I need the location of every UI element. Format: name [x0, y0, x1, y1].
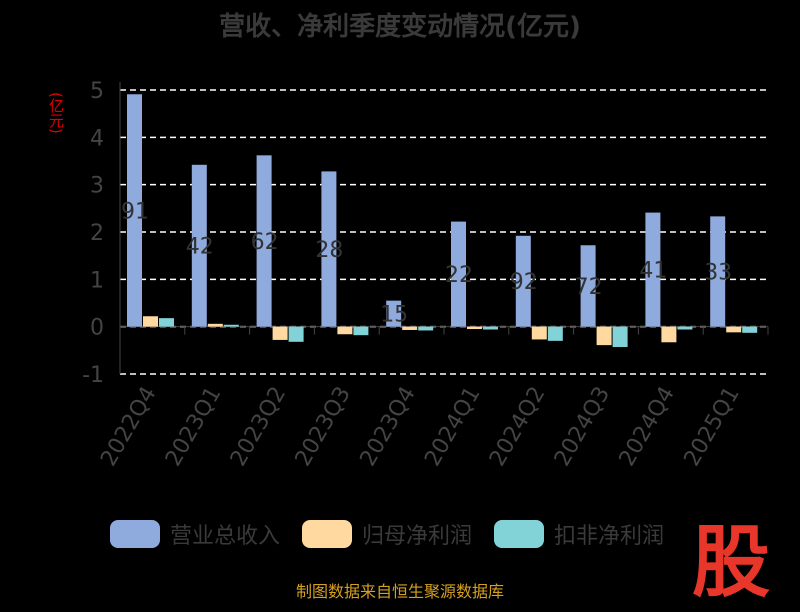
- bar-revenue: [191, 164, 207, 327]
- bar-net-profit: [726, 326, 742, 333]
- bar-revenue: [645, 212, 661, 327]
- legend-swatch-net-profit: [302, 520, 353, 548]
- y-tick-label: 2: [90, 221, 104, 246]
- y-tick-label: 3: [90, 174, 104, 199]
- bar-deducted-profit: [742, 326, 758, 333]
- bar-revenue: [451, 221, 466, 327]
- x-tick-label: 2024Q4: [615, 383, 680, 471]
- bar-revenue: [386, 300, 402, 327]
- data-source: 制图数据来自恒生聚源数据库: [295, 582, 504, 601]
- x-tick-label: 2024Q1: [420, 383, 485, 471]
- bar-net-profit: [143, 316, 158, 327]
- bar-deducted-profit: [223, 324, 239, 327]
- bar-deducted-profit: [288, 326, 304, 342]
- bar-net-profit: [596, 326, 612, 346]
- x-tick-label: 2022Q4: [96, 383, 161, 471]
- legend-swatch-deducted-profit: [494, 520, 545, 548]
- bar-deducted-profit: [418, 326, 434, 331]
- bar-deducted-profit: [547, 326, 563, 341]
- y-tick-label: -1: [82, 363, 104, 388]
- data-label: 28: [315, 238, 343, 263]
- data-label: 33: [704, 261, 732, 286]
- x-tick-label: 2023Q4: [355, 383, 420, 471]
- bar-revenue: [256, 155, 272, 327]
- data-label: 42: [186, 235, 214, 260]
- legend-item-revenue[interactable]: 营业总收入: [110, 518, 280, 550]
- legend-item-net-profit[interactable]: 归母净利润: [302, 518, 472, 550]
- legend-label-net-profit: 归母净利润: [362, 524, 473, 549]
- legend-swatch-revenue: [110, 520, 160, 548]
- data-label: 91: [121, 199, 149, 224]
- x-tick-label: 2024Q3: [550, 383, 615, 471]
- data-label: 41: [639, 259, 667, 284]
- x-tick-label: 2024Q2: [485, 383, 550, 471]
- x-tick-label: 2025Q1: [679, 383, 744, 471]
- x-tick-label: 2023Q3: [291, 383, 356, 471]
- bar-revenue: [127, 94, 142, 327]
- bar-revenue: [515, 235, 531, 327]
- bar-net-profit: [467, 326, 482, 330]
- legend-label-deducted-profit: 扣非净利润: [554, 524, 665, 549]
- bar-net-profit: [207, 323, 223, 327]
- bar-deducted-profit: [159, 318, 174, 327]
- bar-net-profit: [337, 326, 353, 335]
- y-tick-label: 0: [90, 316, 104, 341]
- bar-net-profit: [531, 326, 547, 340]
- data-label: 15: [380, 303, 408, 328]
- bar-revenue: [580, 245, 596, 327]
- bar-deducted-profit: [353, 326, 369, 336]
- x-tick-label: 2023Q1: [161, 383, 226, 471]
- watermark-logo: 股: [692, 518, 771, 608]
- bar-deducted-profit: [483, 326, 498, 330]
- x-tick-label: 2023Q2: [226, 383, 291, 471]
- data-label: 62: [251, 230, 279, 255]
- legend-item-deducted-profit[interactable]: 扣非净利润: [494, 518, 664, 550]
- bar-deducted-profit: [612, 326, 628, 348]
- bar-net-profit: [272, 326, 288, 340]
- y-tick-label: 4: [90, 126, 104, 151]
- data-label: 72: [575, 275, 603, 300]
- data-label: 92: [510, 270, 538, 295]
- data-label: 22: [445, 263, 473, 288]
- bar-revenue: [321, 171, 337, 327]
- legend-label-revenue: 营业总收入: [170, 524, 281, 549]
- y-axis-label: (亿元): [47, 92, 65, 134]
- y-tick-label: 5: [90, 79, 104, 104]
- bar-revenue: [710, 216, 726, 327]
- bar-deducted-profit: [677, 326, 693, 330]
- y-tick-label: 1: [90, 268, 104, 293]
- bar-net-profit: [402, 326, 418, 330]
- legend: 营业总收入 归母净利润 扣非净利润: [110, 518, 664, 550]
- bar-net-profit: [661, 326, 677, 343]
- chart-title: 营收、净利季度变动情况(亿元): [219, 12, 581, 42]
